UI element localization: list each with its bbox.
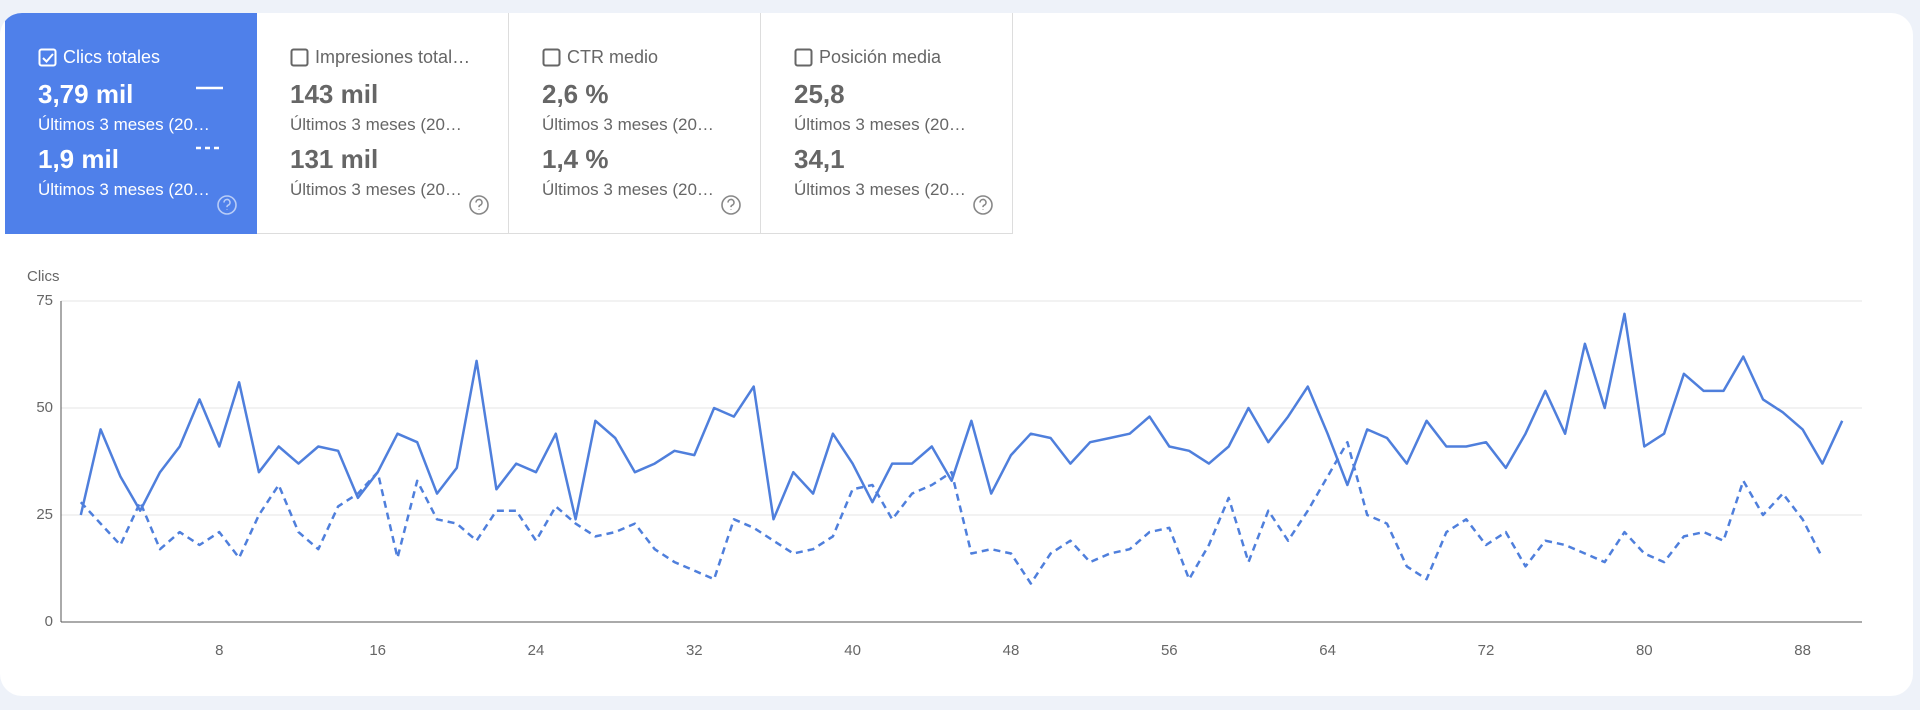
- help-icon[interactable]: [467, 193, 491, 217]
- tile-value: 1,4 %: [542, 144, 609, 174]
- checkbox[interactable]: [38, 48, 58, 68]
- tile-period: Últimos 3 meses (20…: [542, 180, 714, 199]
- metric-tile[interactable]: Clics totales 3,79 mil Últimos 3 meses (20…: [5, 13, 257, 234]
- help-icon[interactable]: [719, 193, 743, 217]
- help-circle: [973, 195, 993, 215]
- y-axis-label: Clics: [27, 268, 60, 285]
- y-tick-label: 75: [36, 292, 53, 309]
- help-circle: [721, 195, 741, 215]
- tile-value: 3,79 mil: [38, 79, 134, 109]
- performance-panel: Clics totales 3,79 mil Últimos 3 meses (20…: [0, 13, 1913, 696]
- tile-value: 143 mil: [290, 79, 379, 109]
- x-tick-label: 64: [1319, 642, 1336, 659]
- tile-period: Últimos 3 meses (20…: [290, 180, 462, 199]
- help-mark: [979, 198, 987, 210]
- tile-value: 25,8: [794, 79, 845, 109]
- metric-tile[interactable]: CTR medio 2,6 % Últimos 3 meses (20… 1,4 % Ú…: [509, 13, 761, 234]
- tile-period: Últimos 3 meses (20…: [38, 115, 210, 134]
- help-icon[interactable]: [215, 193, 239, 217]
- y-tick-label: 50: [36, 399, 53, 416]
- tile-value: 2,6 %: [542, 79, 609, 109]
- tile-period: Últimos 3 meses (20…: [794, 180, 966, 199]
- tile-period: Últimos 3 meses (20…: [290, 115, 462, 134]
- metric-tile[interactable]: Impresiones total… 143 mil Últimos 3 meses…: [257, 13, 509, 234]
- checkbox-box: [794, 48, 813, 67]
- checkbox[interactable]: [794, 48, 814, 68]
- help-circle: [469, 195, 489, 215]
- checkbox-box: [290, 48, 309, 67]
- metric-tile[interactable]: Posición media 25,8 Últimos 3 meses (20… 34…: [761, 13, 1013, 234]
- tile-value: 34,1: [794, 144, 845, 174]
- help-mark: [223, 198, 231, 210]
- x-tick-label: 80: [1636, 642, 1653, 659]
- y-tick-label: 25: [36, 506, 53, 523]
- x-tick-label: 48: [1003, 642, 1020, 659]
- tile-title: Impresiones total…: [315, 47, 471, 67]
- x-tick-label: 8: [215, 642, 223, 659]
- x-tick-label: 56: [1161, 642, 1178, 659]
- help-icon[interactable]: [971, 193, 995, 217]
- line-style-legend: [196, 86, 223, 150]
- tile-period: Últimos 3 meses (20…: [542, 115, 714, 134]
- x-tick-label: 40: [844, 642, 861, 659]
- checkbox[interactable]: [542, 48, 562, 68]
- checkbox-box: [38, 48, 57, 67]
- x-tick-label: 32: [686, 642, 703, 659]
- tile-title: Posición media: [819, 47, 942, 67]
- tile-value: 131 mil: [290, 144, 379, 174]
- x-tick-label: 16: [369, 642, 386, 659]
- tile-title: Clics totales: [63, 47, 161, 67]
- help-mark: [475, 198, 483, 210]
- tile-value: 1,9 mil: [38, 144, 119, 174]
- checkmark: [42, 53, 54, 63]
- x-tick-label: 24: [528, 642, 545, 659]
- data-line: [79, 440, 1824, 585]
- tile-period: Últimos 3 meses (20…: [794, 115, 966, 134]
- help-mark: [727, 198, 735, 210]
- y-tick-label: 0: [45, 613, 53, 630]
- x-tick-label: 88: [1794, 642, 1811, 659]
- help-circle: [217, 195, 237, 215]
- x-tick-label: 72: [1478, 642, 1495, 659]
- checkbox-box: [542, 48, 561, 67]
- tile-period: Últimos 3 meses (20…: [38, 180, 210, 199]
- data-line: [79, 312, 1844, 521]
- checkbox[interactable]: [290, 48, 310, 68]
- tile-title: CTR medio: [567, 47, 659, 67]
